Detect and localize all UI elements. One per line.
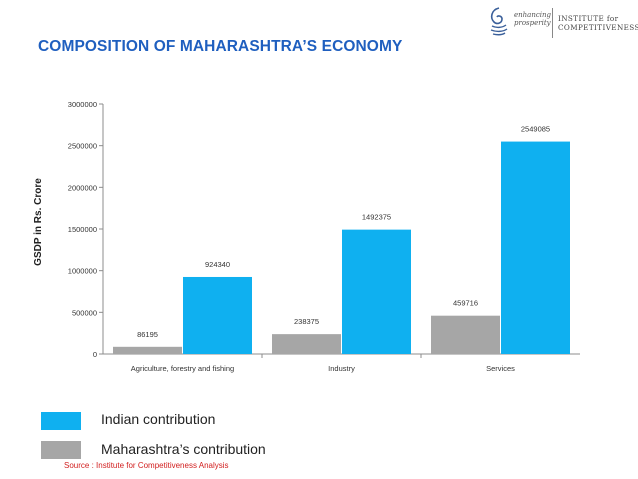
bar-indian bbox=[342, 229, 411, 354]
x-tick-label: Industry bbox=[328, 364, 355, 373]
page-title: COMPOSITION OF MAHARASHTRA’S ECONOMY bbox=[38, 38, 403, 55]
institute-logo: enhancing prosperity INSTITUTE for COMPE… bbox=[486, 4, 638, 40]
data-label: 924340 bbox=[205, 260, 230, 269]
bar-maharashtra bbox=[431, 315, 500, 354]
x-tick-label: Services bbox=[486, 364, 515, 373]
bar-maharashtra bbox=[272, 334, 341, 354]
logo-divider bbox=[552, 8, 553, 38]
legend-swatch-maharashtra bbox=[41, 441, 81, 459]
data-label: 86195 bbox=[137, 330, 158, 339]
y-tick-label: 500000 bbox=[72, 308, 97, 317]
legend-label-indian: Indian contribution bbox=[101, 411, 216, 427]
bar-indian bbox=[501, 141, 570, 354]
y-tick-label: 3000000 bbox=[68, 100, 97, 109]
y-axis-label: GSDP in Rs. Crore bbox=[33, 178, 44, 266]
bar-maharashtra bbox=[113, 346, 182, 354]
data-label: 2549085 bbox=[521, 125, 550, 134]
legend-swatch-indian bbox=[41, 412, 81, 430]
y-tick-label: 0 bbox=[93, 350, 97, 359]
bar-indian bbox=[183, 276, 252, 354]
source-note: Source : Institute for Competitiveness A… bbox=[64, 461, 229, 470]
data-label: 459716 bbox=[453, 299, 478, 308]
y-tick-label: 2500000 bbox=[68, 142, 97, 151]
x-tick-label: Agriculture, forestry and fishing bbox=[131, 364, 234, 373]
y-tick-label: 1000000 bbox=[68, 267, 97, 276]
data-label: 1492375 bbox=[362, 213, 391, 222]
logo-tagline: enhancing prosperity bbox=[514, 11, 551, 27]
spiral-logo-icon bbox=[490, 7, 508, 36]
data-label: 238375 bbox=[294, 317, 319, 326]
y-tick-label: 2000000 bbox=[68, 183, 97, 192]
logo-name: INSTITUTE for COMPETITIVENESS bbox=[558, 14, 638, 32]
legend-label-maharashtra: Maharashtra’s contribution bbox=[101, 441, 266, 457]
y-tick-label: 1500000 bbox=[68, 225, 97, 234]
